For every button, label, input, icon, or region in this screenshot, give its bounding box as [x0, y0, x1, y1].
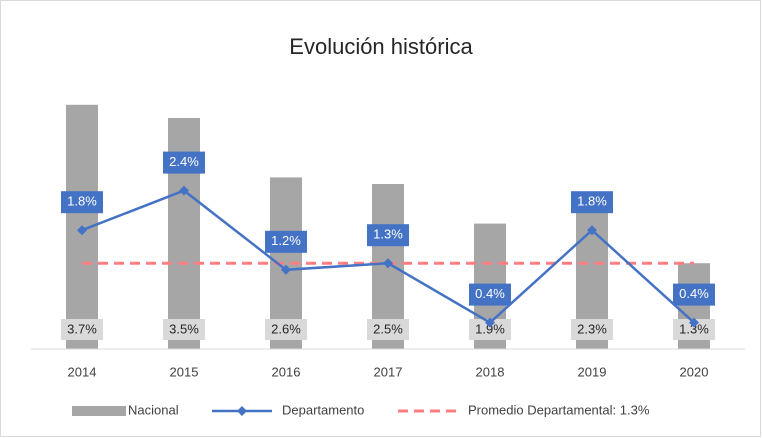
marker	[281, 264, 291, 275]
marker	[689, 317, 699, 328]
data-label: 3.5%	[169, 321, 199, 336]
legend-label: Nacional	[128, 402, 179, 417]
x-tick-label: 2019	[578, 364, 607, 379]
data-label: 2.6%	[271, 321, 301, 336]
x-tick-label: 2015	[170, 364, 199, 379]
data-label: 2.3%	[577, 321, 607, 336]
data-label: 1.9%	[475, 321, 505, 336]
x-tick-label: 2018	[476, 364, 505, 379]
marker	[179, 185, 189, 196]
data-label-box	[571, 191, 613, 214]
data-label-box	[469, 319, 511, 340]
data-label-box	[163, 319, 205, 340]
data-label-box	[367, 224, 409, 247]
data-label-box	[469, 283, 511, 306]
data-label: 1.8%	[577, 194, 607, 209]
data-label-box	[673, 283, 715, 306]
data-label-box	[367, 319, 409, 340]
data-label-box	[163, 151, 205, 174]
legend-swatch	[72, 406, 126, 416]
marker	[383, 258, 393, 269]
chart-title: Evolución histórica	[289, 34, 473, 59]
legend-marker	[237, 406, 247, 416]
data-label: 1.2%	[271, 233, 301, 248]
data-label: 1.8%	[67, 194, 97, 209]
marker	[77, 225, 87, 236]
marker	[587, 225, 597, 236]
legend-label: Departamento	[282, 402, 364, 417]
marker	[485, 317, 495, 328]
x-tick-label: 2014	[68, 364, 97, 379]
x-tick-label: 2016	[272, 364, 301, 379]
data-label-box	[265, 319, 307, 340]
data-label: 3.7%	[67, 321, 97, 336]
data-label: 1.3%	[679, 321, 709, 336]
data-label: 2.4%	[169, 154, 199, 169]
data-label: 1.3%	[373, 227, 403, 242]
data-label-box	[673, 319, 715, 340]
data-label-box	[265, 230, 307, 253]
data-label-box	[61, 319, 103, 340]
data-label-box	[571, 319, 613, 340]
x-tick-label: 2017	[374, 364, 403, 379]
x-tick-label: 2020	[680, 364, 709, 379]
data-label: 2.5%	[373, 321, 403, 336]
data-label: 0.4%	[679, 286, 709, 301]
data-label-box	[61, 191, 103, 214]
legend-label: Promedio Departamental: 1.3%	[468, 402, 650, 417]
data-label: 0.4%	[475, 286, 505, 301]
